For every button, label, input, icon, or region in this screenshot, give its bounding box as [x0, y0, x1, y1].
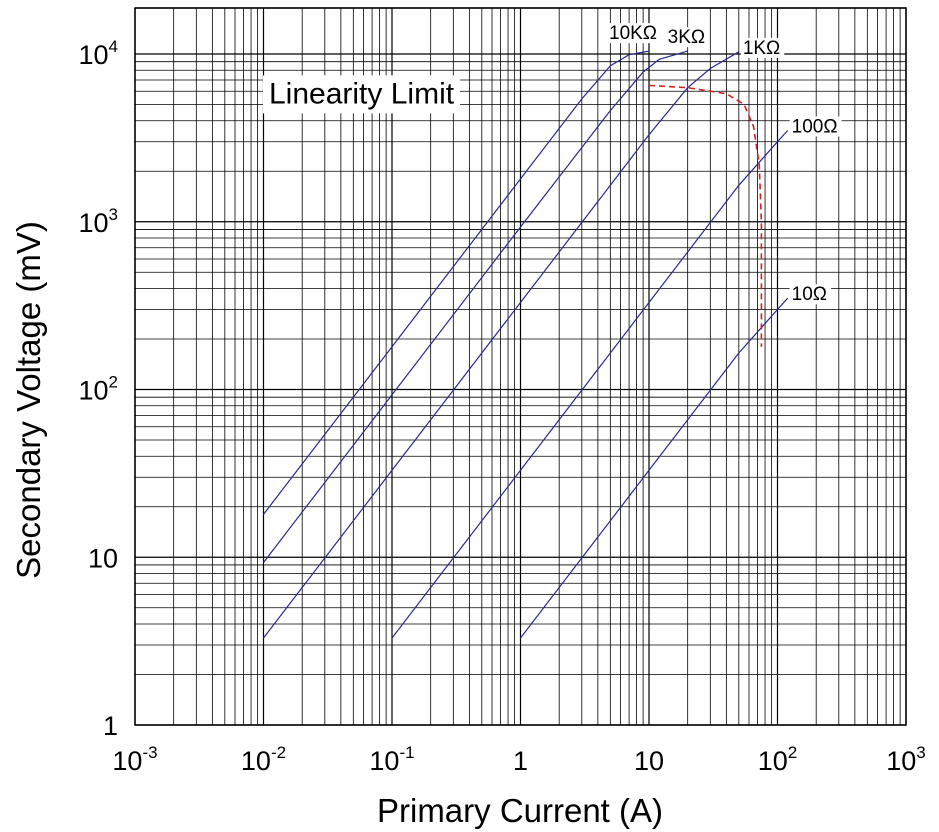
- y-tick-label: 104: [78, 37, 118, 70]
- y-tick-label: 10: [88, 543, 118, 573]
- x-tick-label: 10-3: [112, 743, 157, 776]
- x-axis-title: Primary Current (A): [377, 792, 663, 829]
- x-tick-label: 10: [634, 746, 664, 776]
- series-curves: [263, 50, 789, 639]
- series-label: 10KΩ: [609, 23, 657, 44]
- y-axis-title: Secondary Voltage (mV): [10, 221, 47, 579]
- series-label-bg: [665, 27, 710, 48]
- series-line: [263, 50, 688, 563]
- plot-frame: [134, 7, 907, 726]
- y-tick-label: 102: [78, 373, 118, 406]
- series-label: 100Ω: [792, 116, 838, 137]
- series-label-bg: [740, 37, 785, 58]
- y-tick-label: 103: [78, 205, 118, 238]
- series-line: [263, 50, 650, 515]
- series-line: [391, 130, 789, 639]
- y-tick-label: 1: [103, 711, 118, 741]
- x-tick-label: 1: [513, 746, 528, 776]
- linearity-label-bg: [263, 75, 461, 114]
- series-label-bg: [607, 23, 662, 44]
- series-label: 3KΩ: [668, 27, 705, 48]
- x-tick-label: 102: [758, 743, 798, 776]
- x-tick-label: 10-2: [241, 743, 286, 776]
- curve-labels: 10KΩ 3KΩ 1KΩ 100Ω 10Ω Linearity Limit: [263, 23, 842, 305]
- series-label: 10Ω: [792, 284, 827, 305]
- series-label: 1KΩ: [743, 38, 780, 59]
- series-label-bg: [789, 116, 842, 137]
- x-tick-label: 103: [886, 743, 926, 776]
- tick-labels: 10-3 10-2 10-1 1 10 102 103 1 10 102 103 104: [78, 37, 925, 776]
- series-label-bg: [789, 284, 832, 305]
- linearity-limit-line: [648, 84, 763, 347]
- series-line: [520, 297, 789, 639]
- linearity-label: Linearity Limit: [269, 77, 455, 110]
- x-tick-label: 10-1: [369, 743, 414, 776]
- series-line: [263, 51, 740, 639]
